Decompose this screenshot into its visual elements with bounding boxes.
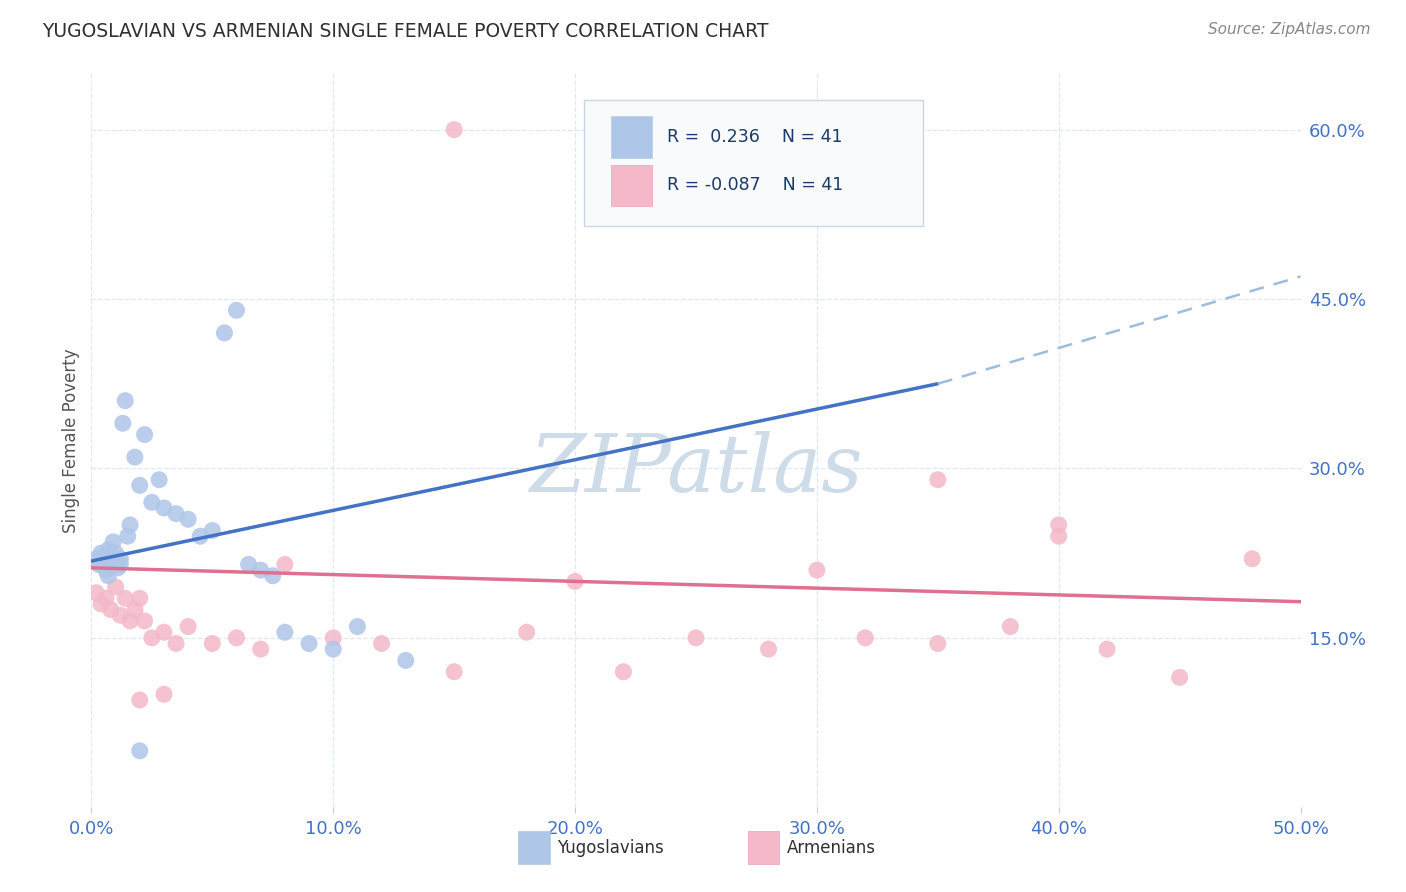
Point <box>685 631 707 645</box>
Point <box>153 500 176 515</box>
Point <box>298 636 321 650</box>
Point <box>97 542 120 557</box>
Point <box>128 744 150 758</box>
Point <box>117 529 139 543</box>
Point <box>188 529 211 543</box>
Text: Armenians: Armenians <box>787 838 876 856</box>
FancyBboxPatch shape <box>583 100 924 226</box>
Text: ZIPatlas: ZIPatlas <box>529 431 863 508</box>
Point <box>1000 619 1022 633</box>
Point <box>153 625 176 640</box>
Point <box>101 551 124 566</box>
Point <box>128 591 150 606</box>
Point <box>927 636 949 650</box>
Point <box>111 417 134 431</box>
Point <box>758 642 780 657</box>
Point <box>225 631 247 645</box>
Point <box>225 303 247 318</box>
Point <box>120 517 142 532</box>
Point <box>141 631 163 645</box>
Point <box>370 636 392 650</box>
Point <box>114 591 136 606</box>
Y-axis label: Single Female Poverty: Single Female Poverty <box>62 348 80 533</box>
Point <box>124 602 146 616</box>
Point <box>100 602 122 616</box>
Point <box>104 546 127 560</box>
FancyBboxPatch shape <box>612 165 652 206</box>
Point <box>322 631 344 645</box>
Point <box>153 687 176 701</box>
Point <box>97 568 120 582</box>
Point <box>262 568 284 582</box>
Point <box>238 558 260 572</box>
Point <box>141 495 163 509</box>
Point <box>128 693 150 707</box>
Point <box>443 122 465 136</box>
Point <box>124 450 146 464</box>
FancyBboxPatch shape <box>748 831 779 863</box>
Point <box>128 478 150 492</box>
Point <box>134 614 156 628</box>
Point <box>84 551 107 566</box>
Point <box>114 393 136 408</box>
Point <box>93 554 115 568</box>
Point <box>94 563 117 577</box>
Point <box>101 534 124 549</box>
Point <box>1047 529 1070 543</box>
Text: R = -0.087    N = 41: R = -0.087 N = 41 <box>666 177 844 194</box>
Point <box>274 558 297 572</box>
Point <box>84 585 107 599</box>
Point <box>1095 642 1118 657</box>
Text: Source: ZipAtlas.com: Source: ZipAtlas.com <box>1208 22 1371 37</box>
Point <box>120 614 142 628</box>
FancyBboxPatch shape <box>519 831 550 863</box>
Point <box>90 546 112 560</box>
Point <box>201 636 224 650</box>
Point <box>165 636 187 650</box>
Point <box>90 597 112 611</box>
Point <box>94 549 117 564</box>
Point <box>1241 551 1264 566</box>
Point <box>322 642 344 657</box>
Point <box>564 574 586 589</box>
Point <box>110 551 132 566</box>
Point <box>806 563 828 577</box>
FancyBboxPatch shape <box>612 117 652 158</box>
Point <box>346 619 368 633</box>
Text: YUGOSLAVIAN VS ARMENIAN SINGLE FEMALE POVERTY CORRELATION CHART: YUGOSLAVIAN VS ARMENIAN SINGLE FEMALE PO… <box>42 22 769 41</box>
Point <box>274 625 297 640</box>
Point <box>110 558 132 572</box>
Point <box>104 554 127 568</box>
Point <box>104 580 127 594</box>
Point <box>94 591 117 606</box>
Point <box>1047 517 1070 532</box>
Point <box>249 563 271 577</box>
Point <box>685 179 707 194</box>
Point <box>214 326 236 340</box>
Point <box>134 427 156 442</box>
Point <box>1168 670 1191 684</box>
Point <box>443 665 465 679</box>
Point <box>927 473 949 487</box>
Point <box>148 473 170 487</box>
Point <box>177 619 200 633</box>
Point <box>395 653 418 667</box>
Point <box>249 642 271 657</box>
Point <box>110 608 132 623</box>
Point <box>165 507 187 521</box>
Point <box>612 665 634 679</box>
Point <box>201 524 224 538</box>
Point <box>100 558 122 572</box>
Point <box>853 631 876 645</box>
Point <box>516 625 538 640</box>
Text: Yugoslavians: Yugoslavians <box>557 838 664 856</box>
Text: R =  0.236    N = 41: R = 0.236 N = 41 <box>666 128 842 146</box>
Point <box>87 558 110 572</box>
Point <box>107 561 129 575</box>
Point <box>177 512 200 526</box>
